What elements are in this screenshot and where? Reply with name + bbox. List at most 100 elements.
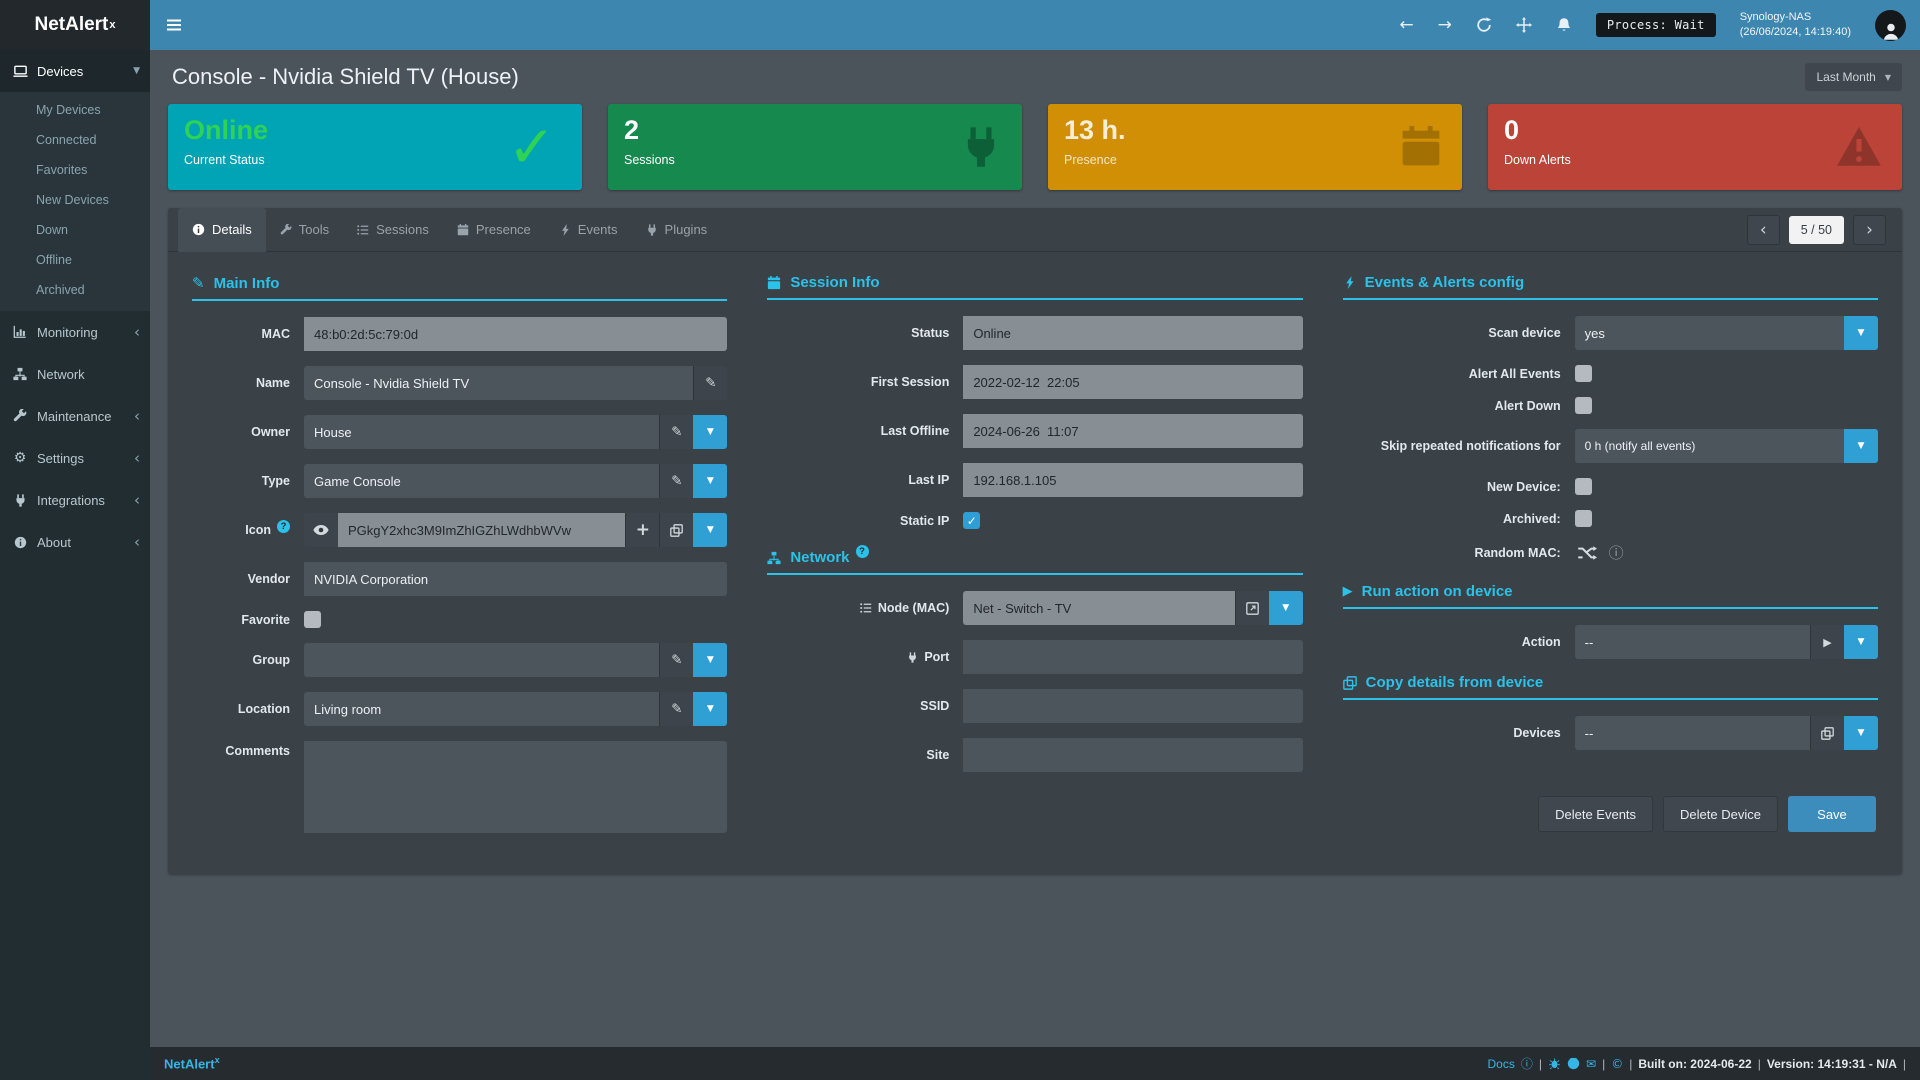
site-field[interactable] <box>963 738 1303 772</box>
sidebar-toggle-icon[interactable] <box>150 0 198 50</box>
sidebar-item-offline[interactable]: Offline <box>36 253 72 267</box>
run-action-button[interactable]: ▶ <box>1809 625 1844 659</box>
icon-add-button[interactable]: + <box>625 513 660 547</box>
sidebar-item-down[interactable]: Down <box>36 223 68 237</box>
static-ip-checkbox[interactable] <box>963 512 981 529</box>
edit-group-button[interactable]: ✎ <box>659 643 694 677</box>
sidebar-item-new-devices[interactable]: New Devices <box>36 193 109 207</box>
archived-checkbox[interactable] <box>1574 510 1592 527</box>
sidebar-item-connected[interactable]: Connected <box>36 133 97 147</box>
tab-sessions[interactable]: Sessions <box>343 208 443 252</box>
copy-devices-select[interactable]: -- <box>1574 716 1810 750</box>
help-question-icon[interactable]: ? <box>855 545 869 558</box>
type-dropdown-button[interactable]: ▼ <box>693 464 728 498</box>
new-device-checkbox[interactable] <box>1574 478 1592 495</box>
alert-all-events-checkbox[interactable] <box>1574 365 1592 382</box>
tab-events[interactable]: Events <box>545 208 632 252</box>
sidebar-item-network[interactable]: Network <box>0 353 150 395</box>
prev-device-button[interactable]: ‹ <box>1746 214 1780 245</box>
sidebar-item-favorites[interactable]: Favorites <box>36 163 88 177</box>
last-ip-field[interactable] <box>963 463 1303 497</box>
edit-location-button[interactable]: ✎ <box>659 692 694 726</box>
brand-logo[interactable]: NetAlert x <box>0 0 150 50</box>
info-circle-icon[interactable]: ⓘ <box>1520 1057 1533 1071</box>
status-label: Status <box>911 326 950 340</box>
skip-notifications-dropdown-button[interactable]: ▼ <box>1843 429 1878 463</box>
type-field[interactable] <box>304 464 660 498</box>
edit-owner-button[interactable]: ✎ <box>659 415 694 449</box>
tab-plugins[interactable]: Plugins <box>632 208 722 252</box>
edit-type-button[interactable]: ✎ <box>659 464 694 498</box>
port-field[interactable] <box>963 640 1303 674</box>
node-dropdown-button[interactable]: ▼ <box>1268 591 1303 625</box>
favorite-checkbox[interactable] <box>304 611 321 628</box>
group-field[interactable] <box>304 643 660 677</box>
scan-device-dropdown-button[interactable]: ▼ <box>1843 316 1878 350</box>
nav-forward-icon[interactable]: → <box>1437 15 1452 35</box>
period-selector[interactable]: Last Month ▼ <box>1805 63 1902 91</box>
icon-dropdown-button[interactable]: ▼ <box>693 513 728 547</box>
delete-events-button[interactable]: Delete Events <box>1538 796 1654 832</box>
owner-field[interactable] <box>304 415 660 449</box>
action-select[interactable]: -- <box>1574 625 1810 659</box>
copyright-icon[interactable]: © <box>1611 1056 1624 1071</box>
play-icon: ▶ <box>1342 584 1353 599</box>
open-node-button[interactable] <box>1234 591 1269 625</box>
location-dropdown-button[interactable]: ▼ <box>693 692 728 726</box>
move-icon[interactable] <box>1516 17 1532 33</box>
copy-devices-dropdown-button[interactable]: ▼ <box>1843 716 1878 750</box>
card-sessions[interactable]: 2 Sessions <box>608 104 1022 190</box>
delete-device-button[interactable]: Delete Device <box>1663 796 1778 832</box>
sidebar-item-settings[interactable]: ⚙ Settings ‹ <box>0 437 150 479</box>
owner-dropdown-button[interactable]: ▼ <box>693 415 728 449</box>
notifications-bell-icon[interactable] <box>1556 17 1572 33</box>
refresh-icon[interactable] <box>1476 17 1492 33</box>
last-offline-field[interactable] <box>963 414 1303 448</box>
location-field[interactable] <box>304 692 660 726</box>
info-circle-icon[interactable]: ⓘ <box>1608 544 1624 562</box>
sidebar-item-my-devices[interactable]: My Devices <box>36 103 101 117</box>
help-question-icon[interactable]: ? <box>277 519 290 533</box>
status-field[interactable] <box>963 316 1303 350</box>
comments-textarea[interactable] <box>304 741 728 833</box>
alert-down-checkbox[interactable] <box>1574 397 1592 414</box>
nav-back-icon[interactable]: ← <box>1399 15 1414 35</box>
mail-icon[interactable]: ✉ <box>1586 1056 1597 1071</box>
docs-link[interactable]: Docs <box>1487 1056 1515 1071</box>
next-device-button[interactable]: › <box>1853 214 1886 245</box>
mac-field[interactable] <box>304 317 728 351</box>
vendor-field[interactable] <box>304 562 728 596</box>
copy-from-device-button[interactable] <box>1809 716 1844 750</box>
save-button[interactable]: Save <box>1787 796 1876 832</box>
group-dropdown-button[interactable]: ▼ <box>693 643 728 677</box>
first-session-field[interactable] <box>963 365 1303 399</box>
icon-field[interactable] <box>338 513 626 547</box>
sidebar-item-archived[interactable]: Archived <box>36 283 85 297</box>
user-avatar[interactable] <box>1875 9 1906 41</box>
sitemap-icon <box>767 551 781 565</box>
tab-details[interactable]: Details <box>178 207 266 252</box>
github-icon[interactable] <box>1567 1057 1580 1070</box>
card-current-status[interactable]: Online Current Status ✓ <box>168 104 582 190</box>
sidebar-item-integrations[interactable]: Integrations ‹ <box>0 479 150 521</box>
ssid-field[interactable] <box>963 689 1303 723</box>
sidebar-item-monitoring[interactable]: Monitoring ‹ <box>0 311 150 353</box>
tab-presence[interactable]: Presence <box>443 208 545 252</box>
session-network-column: Session Info Status First Session Last O… <box>767 270 1303 848</box>
name-field[interactable] <box>304 366 694 400</box>
sidebar-item-devices[interactable]: Devices ▼ <box>0 50 150 92</box>
card-presence[interactable]: 13 h. Presence <box>1048 104 1462 190</box>
skip-notifications-select[interactable]: 0 h (notify all events) <box>1574 429 1844 463</box>
edit-name-button[interactable]: ✎ <box>693 366 728 400</box>
scan-device-select[interactable]: yes <box>1574 316 1844 350</box>
card-down-alerts[interactable]: 0 Down Alerts <box>1488 104 1902 190</box>
sidebar-item-maintenance[interactable]: Maintenance ‹ <box>0 395 150 437</box>
icon-preview-button[interactable] <box>304 513 338 547</box>
icon-copy-button[interactable] <box>659 513 694 547</box>
node-mac-field[interactable] <box>963 591 1235 625</box>
tab-tools[interactable]: Tools <box>266 208 343 252</box>
sidebar-item-about[interactable]: About ‹ <box>0 521 150 563</box>
footer-brand[interactable]: NetAlertx <box>164 1055 220 1072</box>
action-dropdown-button[interactable]: ▼ <box>1843 625 1878 659</box>
bug-icon[interactable] <box>1548 1057 1561 1070</box>
